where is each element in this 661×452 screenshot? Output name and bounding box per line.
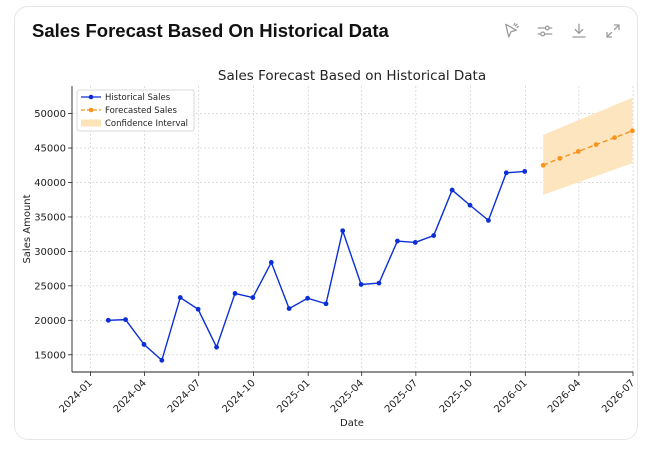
x-tick-label: 2024-04 [112, 378, 149, 415]
y-tick-label: 25000 [34, 281, 66, 292]
ask-ai-button[interactable] [501, 21, 521, 41]
x-tick-label: 2025-04 [329, 378, 366, 415]
expand-icon [606, 24, 620, 38]
historical-sales-point [486, 217, 491, 223]
historical-sales-point [105, 317, 111, 323]
historical-sales-point [268, 260, 274, 265]
historical-sales-point [177, 295, 183, 300]
forecasted-sales-point [593, 142, 599, 147]
settings-button[interactable] [535, 21, 555, 41]
y-tick-label: 15000 [34, 350, 66, 361]
legend-label: Confidence Interval [105, 119, 188, 129]
x-tick-label: 2024-01 [58, 378, 95, 415]
historical-sales-point [522, 169, 528, 174]
historical-sales-point [195, 306, 201, 312]
historical-sales-point [250, 295, 256, 300]
confidence-interval-band [543, 97, 633, 195]
historical-sales-point [123, 317, 128, 323]
historical-sales-point [503, 170, 509, 176]
download-button[interactable] [569, 21, 589, 41]
x-tick-label: 2024-10 [221, 378, 258, 415]
y-tick-label: 20000 [34, 316, 66, 327]
historical-sales-point [141, 342, 147, 347]
historical-sales-point [340, 228, 346, 234]
x-tick-label: 2026-04 [546, 378, 583, 415]
legend: Historical Sales Forecasted Sales Confiden… [76, 89, 195, 132]
legend-label: Historical Sales [105, 93, 171, 103]
y-tick-label: 40000 [34, 178, 66, 189]
legend-swatch-marker [88, 107, 94, 113]
expand-button[interactable] [603, 21, 623, 41]
legend-label: Forecasted Sales [105, 106, 177, 116]
historical-sales-point [232, 291, 238, 296]
legend-swatch-marker [88, 94, 94, 100]
historical-sales-line [108, 170, 525, 362]
card-toolbar [501, 21, 623, 41]
y-axis-label: Sales Amount [22, 194, 33, 263]
forecasted-sales-point [612, 135, 617, 141]
historical-sales-point [395, 238, 400, 244]
x-tick-label: 2025-07 [383, 378, 420, 415]
x-tick-label: 2024-07 [166, 378, 203, 415]
chart-card: Sales Forecast Based On Historical Data [14, 6, 638, 440]
historical-sales-point [159, 357, 165, 363]
y-tick-label: 35000 [34, 212, 66, 223]
historical-sales-point [431, 233, 437, 238]
historical-sales-point [449, 187, 455, 193]
legend-swatch-confidence [81, 119, 101, 127]
plot-area: 15000 20000 25000 30000 35000 40000 45000 50000… [34, 86, 637, 415]
forecasted-sales-point [630, 128, 635, 134]
forecasted-sales-point [540, 162, 546, 168]
historical-sales-point [214, 344, 219, 350]
forecasted-sales-point [557, 155, 563, 161]
y-tick-label: 45000 [34, 144, 66, 155]
legend-box [76, 89, 195, 132]
historical-sales-point [323, 301, 329, 307]
historical-sales-point [286, 306, 292, 311]
historical-sales-point [376, 280, 382, 286]
ask-ai-icon [505, 22, 520, 38]
x-tick-label: 2026-07 [600, 378, 637, 415]
y-tick-label: 50000 [34, 109, 66, 120]
y-tick-label: 30000 [34, 247, 66, 258]
historical-sales-point [412, 240, 418, 245]
settings-sliders-icon [537, 25, 553, 37]
chart-title: Sales Forecast Based on Historical Data [218, 68, 486, 84]
card-title: Sales Forecast Based On Historical Data [32, 20, 389, 41]
download-icon [572, 23, 586, 38]
x-tick-label: 2025-01 [275, 378, 312, 415]
historical-sales-point [358, 282, 364, 287]
historical-sales-point [467, 202, 473, 208]
forecasted-sales-point [575, 149, 581, 154]
historical-sales-point [305, 295, 310, 301]
x-axis-label: Date [340, 418, 364, 429]
x-tick-label: 2025-10 [438, 378, 475, 415]
x-tick-label: 2026-01 [492, 378, 529, 415]
